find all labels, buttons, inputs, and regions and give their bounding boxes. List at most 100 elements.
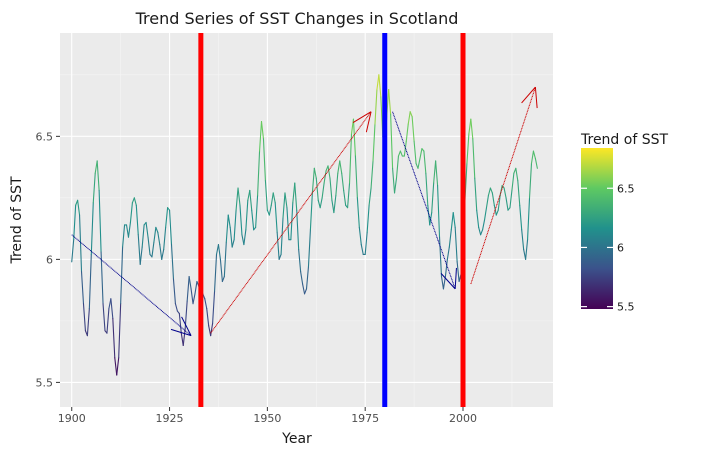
trend-arrow-shaft <box>470 86 536 285</box>
series-segment <box>390 113 394 169</box>
series-segment <box>323 170 327 184</box>
series-segment <box>178 312 182 334</box>
series-segment <box>157 231 161 246</box>
series-segment <box>435 160 439 187</box>
series-segment <box>284 192 288 209</box>
series-segment <box>452 212 456 228</box>
x-axis-ticks: 1900 1925 1950 1975 2000 <box>58 407 477 425</box>
series-segment <box>527 197 531 241</box>
series-segment <box>210 322 214 337</box>
series-segment <box>137 234 141 265</box>
series-segment <box>229 226 233 248</box>
series-segment <box>139 246 143 265</box>
series-segment <box>88 253 92 310</box>
series-segment <box>305 266 310 290</box>
series-segment <box>80 271 85 305</box>
series-segment <box>92 172 96 204</box>
y-axis-title: Trend of SST <box>9 176 25 264</box>
series-segment <box>276 231 280 260</box>
series-segment <box>356 197 360 228</box>
legend-ticks: 5.5 6 6.5 <box>581 182 635 314</box>
series-segment <box>182 327 186 347</box>
series-segment <box>313 167 317 179</box>
series-segment <box>90 202 94 255</box>
series-segment <box>96 160 100 192</box>
series-segment <box>530 150 534 164</box>
series-segment <box>98 189 102 253</box>
series-segment <box>233 209 237 241</box>
series-segment <box>368 187 372 206</box>
series-segment <box>251 209 255 231</box>
series-segment <box>274 202 278 233</box>
series-segment <box>395 155 400 179</box>
series-segment <box>264 180 268 211</box>
series-segment <box>519 204 523 231</box>
series-segment <box>466 133 470 164</box>
series-segment <box>125 224 130 238</box>
series-segment <box>208 325 212 337</box>
y-tick-label: 5.5 <box>36 376 54 389</box>
series-segment <box>223 241 227 278</box>
series-segment <box>425 172 429 206</box>
series-segment <box>339 160 343 174</box>
series-segment <box>448 229 452 248</box>
series-segment <box>174 303 178 312</box>
series-segment <box>454 226 458 263</box>
series-segment <box>219 258 223 283</box>
series-segment <box>77 199 81 216</box>
series-segment <box>272 192 276 204</box>
series-segment <box>127 221 131 238</box>
series-segment <box>214 253 218 292</box>
series-segment <box>165 207 169 228</box>
series-segment <box>188 276 192 290</box>
x-tick-label: 2000 <box>449 412 477 425</box>
series-segment <box>482 219 486 231</box>
series-segment <box>407 111 411 125</box>
series-segment <box>534 157 538 169</box>
series-segment <box>235 187 239 211</box>
series-segment <box>239 204 243 236</box>
minor-gridlines <box>60 33 553 407</box>
legend-tick-label: 6 <box>617 241 624 254</box>
series-segment <box>413 140 417 164</box>
series-segment <box>86 308 90 337</box>
series-segment <box>309 192 313 231</box>
series-segment <box>417 157 421 169</box>
series-segment <box>360 244 364 255</box>
series-segment <box>71 239 75 263</box>
series-segment <box>392 167 396 194</box>
trend-arrow-head <box>440 273 456 290</box>
series-segment <box>437 185 441 238</box>
series-segment <box>298 248 302 273</box>
series-segment <box>366 204 370 233</box>
series-segment <box>249 189 253 211</box>
series-segment <box>122 224 126 248</box>
series-segment <box>364 231 368 255</box>
series-segment <box>133 197 137 206</box>
series-segment <box>347 182 351 209</box>
series-segment <box>135 204 139 236</box>
series-segment <box>509 189 513 209</box>
series-segment <box>204 298 208 310</box>
trend-arrow-head <box>352 111 372 124</box>
series-segment <box>358 226 362 246</box>
series-segment <box>470 118 474 140</box>
series-segment <box>82 303 86 332</box>
series-segment <box>159 244 163 260</box>
series-segment <box>440 276 444 290</box>
series-segment <box>478 226 482 236</box>
plot-panel <box>60 33 553 407</box>
series-segment <box>186 276 190 302</box>
series-segment <box>327 165 331 179</box>
series-segment <box>116 357 120 376</box>
series-segment <box>270 192 274 206</box>
trend-arrow-head <box>454 267 457 289</box>
series-segment <box>511 172 515 192</box>
series-segment <box>487 187 491 196</box>
series-segment <box>114 357 118 376</box>
series-segment <box>147 236 151 255</box>
y-axis-ticks: 5.5 6 6.5 <box>36 130 60 389</box>
series-segment <box>79 214 83 273</box>
series-segment <box>483 207 488 221</box>
